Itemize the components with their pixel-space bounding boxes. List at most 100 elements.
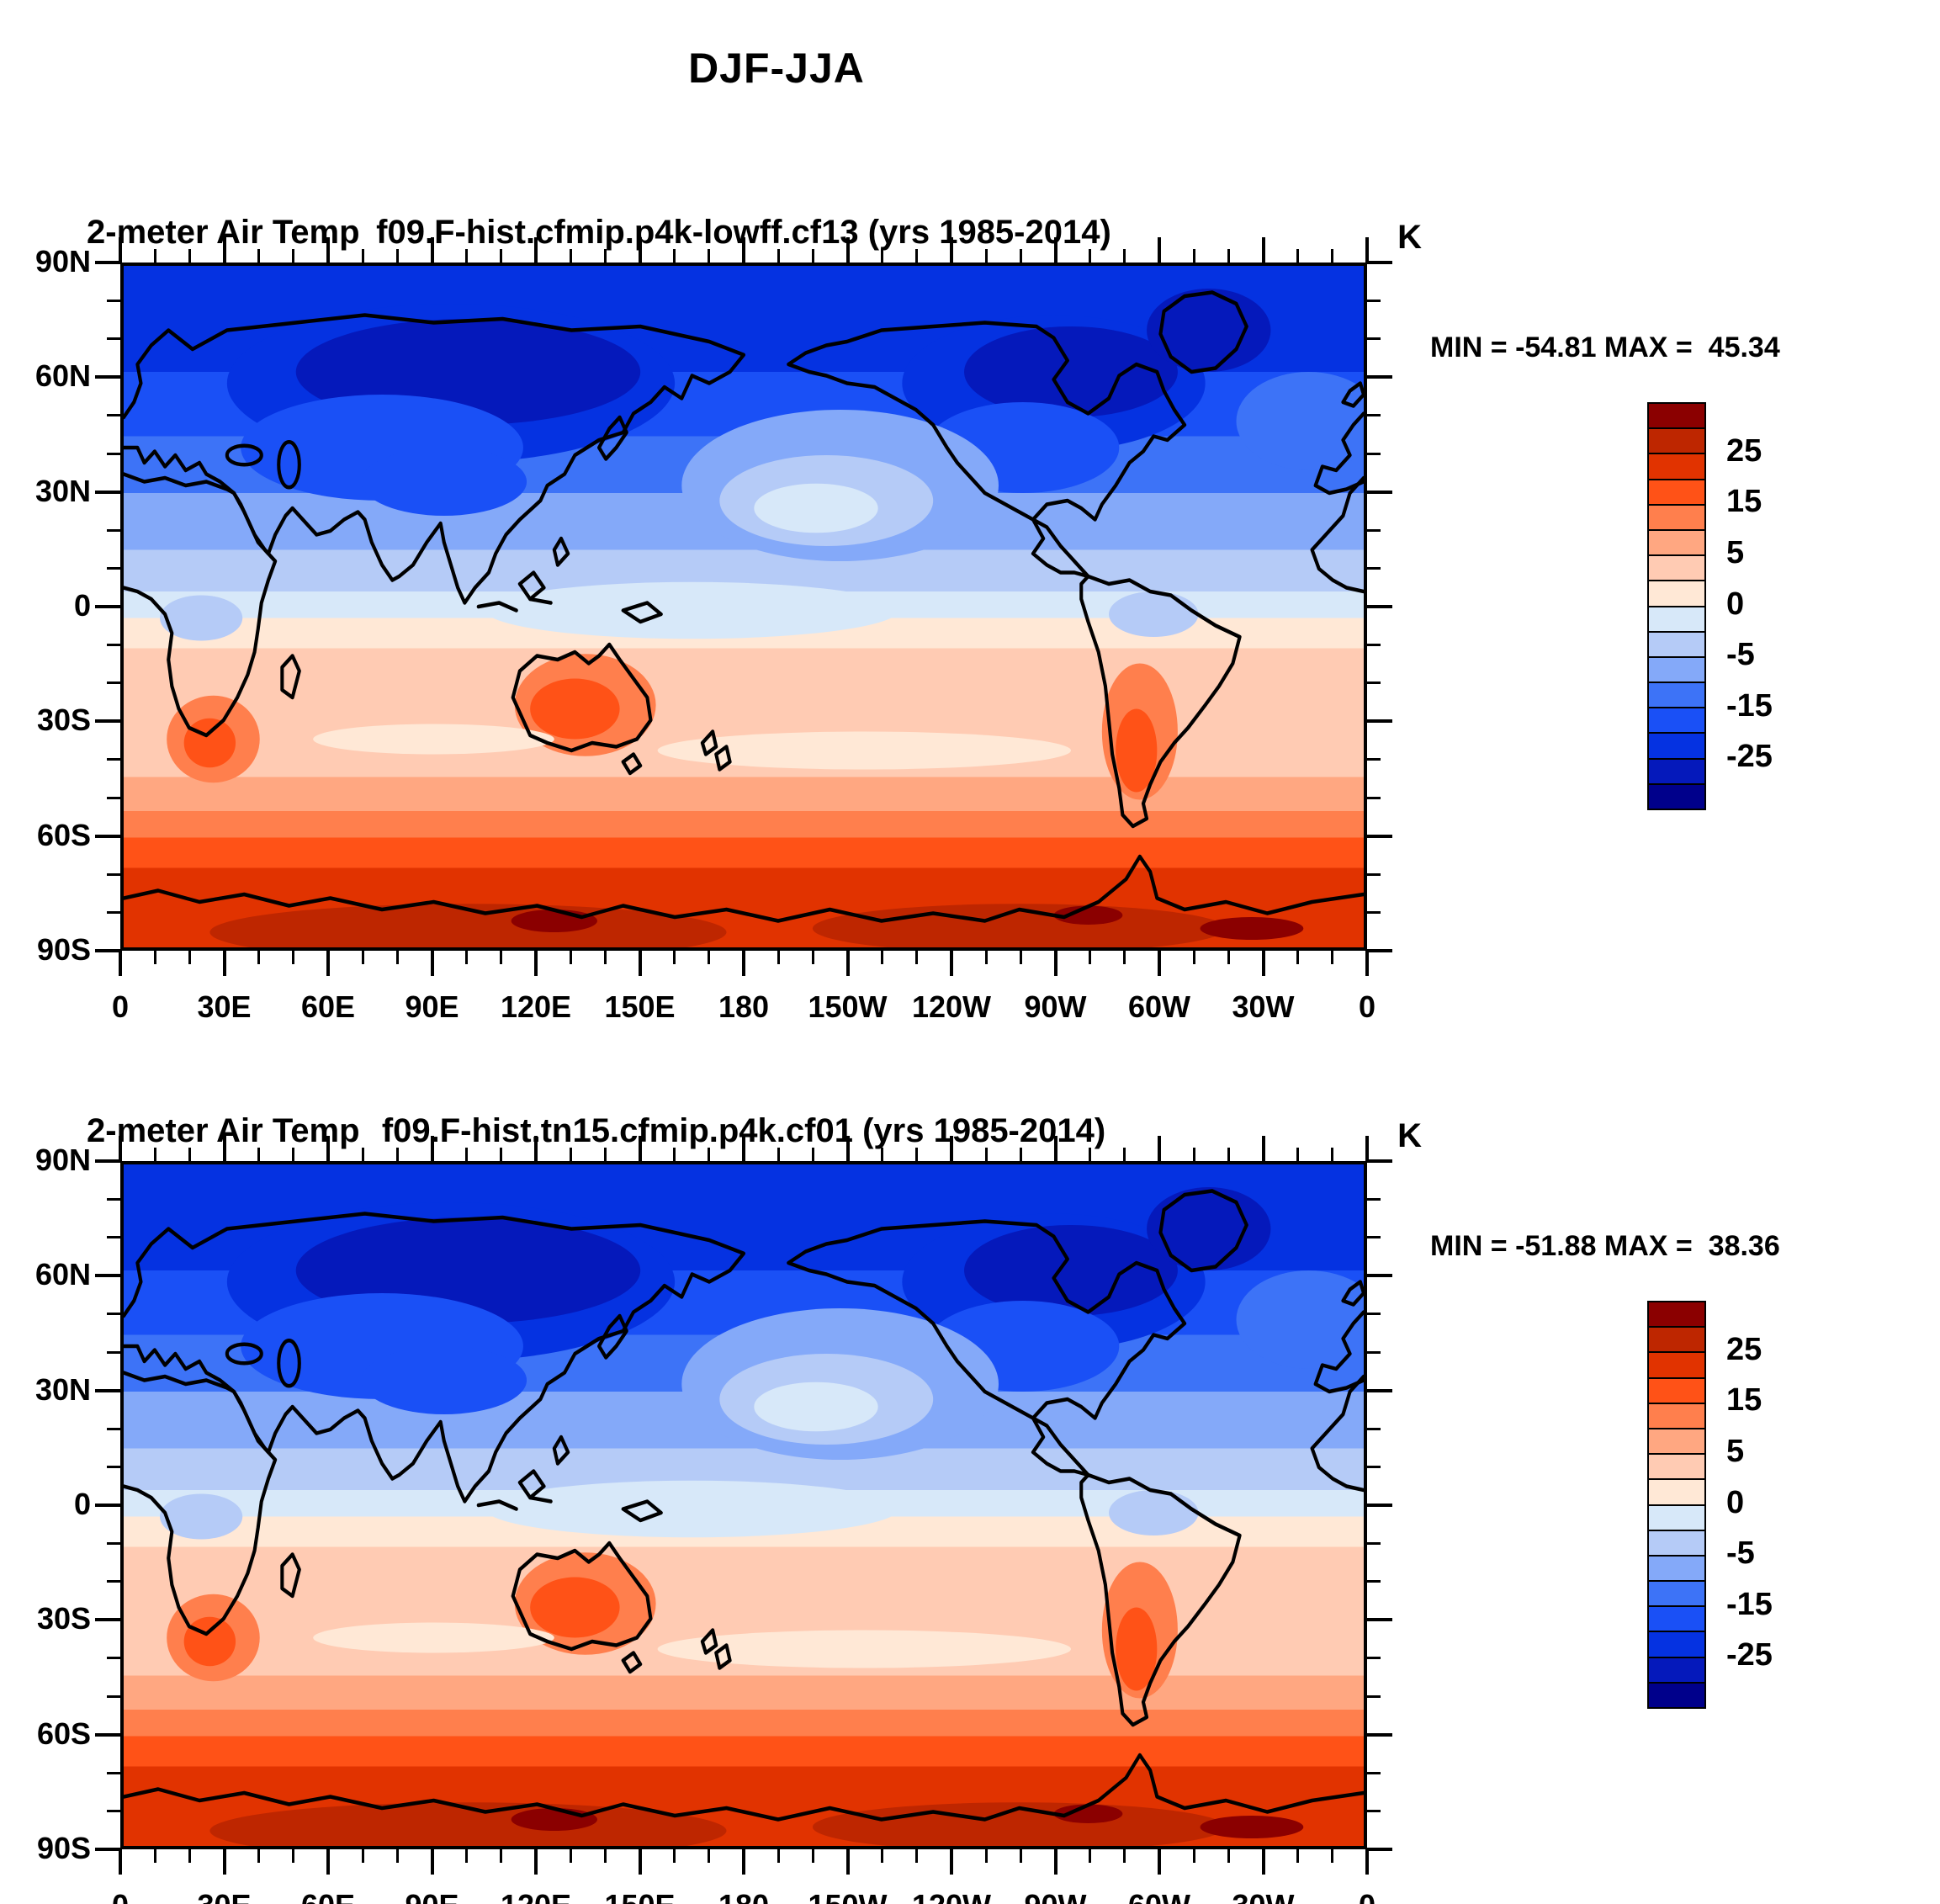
lon-tick (1365, 1136, 1369, 1161)
lon-tick (119, 1849, 122, 1875)
lon-tick (569, 1148, 572, 1161)
lon-tick (465, 951, 469, 964)
lon-tick-label: 30W (1232, 989, 1295, 1024)
lat-tick (107, 1236, 120, 1239)
units-label: K (1397, 1117, 1422, 1154)
lon-tick (984, 1849, 988, 1863)
lat-tick-label: 90N (34, 1143, 91, 1177)
lon-tick (326, 1849, 330, 1875)
lat-tick-label: 30S (36, 703, 91, 738)
lat-tick (95, 1274, 120, 1278)
minmax-label: MIN = -54.81 MAX = 45.34 (1430, 331, 1780, 363)
lon-tick-label: 120W (911, 989, 992, 1024)
lon-tick (811, 249, 814, 263)
colorbar-cell (1649, 683, 1704, 709)
lon-tick (500, 951, 503, 964)
lon-tick (1089, 951, 1092, 964)
lat-tick (95, 1504, 120, 1507)
lon-tick (361, 249, 364, 263)
lat-tick (95, 834, 120, 838)
lat-tick (1367, 1580, 1381, 1583)
lon-tick (1019, 1148, 1022, 1161)
lon-tick (845, 951, 850, 976)
lon-tick (292, 1148, 295, 1161)
lon-tick (1192, 1849, 1195, 1863)
lon-tick (1296, 1849, 1300, 1863)
lat-tick (107, 567, 120, 570)
lon-tick (1123, 1849, 1126, 1863)
lat-tick (1367, 605, 1392, 608)
lon-tick (1019, 249, 1022, 263)
colorbar-cell (1649, 1657, 1704, 1684)
lon-tick (777, 1849, 780, 1863)
lon-tick (257, 1148, 261, 1161)
lon-tick (500, 249, 503, 263)
lon-tick (1227, 1849, 1230, 1863)
colorbar-cell (1649, 1429, 1704, 1456)
lat-tick (1367, 1350, 1381, 1354)
lat-tick (1367, 1771, 1381, 1774)
lat-tick (1367, 1657, 1381, 1660)
lon-tick (534, 237, 538, 263)
lon-tick (292, 951, 295, 964)
colorbar-cell (1649, 454, 1704, 480)
lat-tick (1367, 1236, 1381, 1239)
lon-tick (915, 951, 919, 964)
lat-tick (1367, 1810, 1381, 1813)
colorbar-tick-label: 5 (1726, 1433, 1745, 1469)
lat-tick-label: 0 (73, 588, 91, 623)
lon-tick-label: 0 (1358, 989, 1376, 1024)
lat-tick (95, 949, 120, 952)
lon-tick (1296, 1148, 1300, 1161)
lon-tick (326, 951, 330, 976)
lon-tick (153, 1148, 156, 1161)
lon-tick (950, 237, 953, 263)
lon-tick (1331, 1148, 1334, 1161)
colorbar-cell (1649, 607, 1704, 633)
lat-tick (107, 1657, 120, 1660)
lon-tick (915, 1849, 919, 1863)
lon-tick (984, 1148, 988, 1161)
lon-tick (1192, 951, 1195, 964)
lat-tick-label: 30S (36, 1601, 91, 1636)
lat-tick (1367, 643, 1381, 646)
lat-tick (107, 1427, 120, 1430)
lon-tick (1296, 951, 1300, 964)
colorbar-cell (1649, 556, 1704, 582)
lon-tick-label: 120W (893, 1888, 1010, 1904)
lat-tick (95, 605, 120, 608)
lon-tick (1261, 237, 1265, 263)
lon-tick (845, 1136, 850, 1161)
lon-tick (1019, 1849, 1022, 1863)
lon-tick (811, 1148, 814, 1161)
lon-tick (1331, 1849, 1334, 1863)
lat-tick (1367, 1274, 1392, 1278)
lon-tick-label: 90E (405, 989, 459, 1024)
lon-tick-label: 60E (269, 1888, 387, 1904)
colorbar-cell (1649, 530, 1704, 557)
colorbar-tick-label: 15 (1726, 484, 1762, 520)
lon-tick (673, 951, 676, 964)
lon-tick (119, 1136, 122, 1161)
lat-tick (107, 1695, 120, 1698)
colorbar-cell (1649, 1378, 1704, 1404)
colorbar-tick-label: -15 (1726, 687, 1773, 724)
lon-tick-label: 120E (477, 1888, 595, 1904)
lon-tick (915, 249, 919, 263)
colorbar-cell (1649, 1455, 1704, 1481)
lon-tick (292, 1849, 295, 1863)
lat-tick (1367, 1504, 1392, 1507)
lon-tick (603, 951, 607, 964)
colorbar (1647, 1301, 1706, 1709)
colorbar-tick-label: 15 (1726, 1382, 1762, 1419)
lon-tick-label: 30W (1205, 1888, 1322, 1904)
colorbar-tick-label: -15 (1726, 1586, 1773, 1622)
lon-tick (777, 249, 780, 263)
lat-tick (107, 528, 120, 532)
lat-tick (1367, 1732, 1392, 1737)
lon-tick (430, 1136, 434, 1161)
lon-tick (430, 1849, 434, 1875)
lon-tick-label: 90E (374, 1888, 491, 1904)
lat-tick (107, 682, 120, 685)
lon-tick (638, 1849, 642, 1875)
